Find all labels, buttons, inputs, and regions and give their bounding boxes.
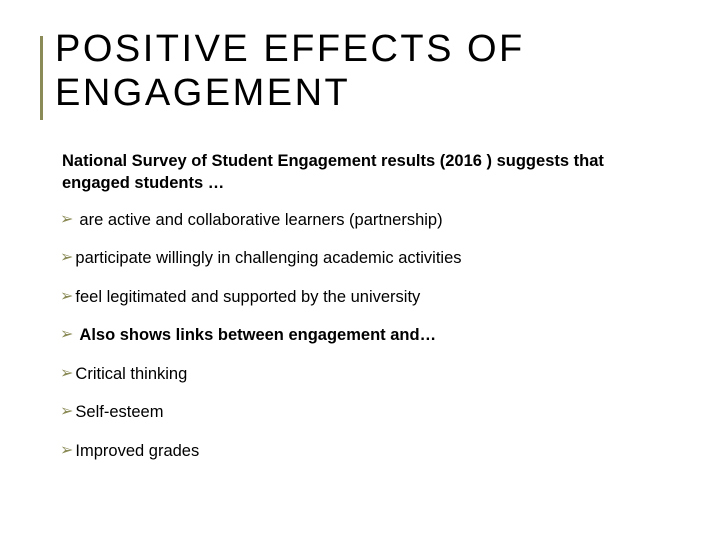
chevron-bullet-icon: ➢: [60, 325, 73, 346]
bullet-text: participate willingly in challenging aca…: [75, 248, 660, 269]
bullet-item: ➢ Also shows links between engagement and…: [60, 325, 660, 346]
bullet-text: Improved grades: [75, 441, 660, 462]
bullet-text: Self-esteem: [75, 402, 660, 423]
chevron-bullet-icon: ➢: [60, 402, 73, 423]
chevron-bullet-icon: ➢: [60, 441, 73, 462]
chevron-bullet-icon: ➢: [60, 248, 73, 269]
bullet-item: ➢Critical thinking: [60, 364, 660, 385]
title-accent-bar: [40, 36, 43, 120]
chevron-bullet-icon: ➢: [60, 210, 73, 231]
bullet-item: ➢Self-esteem: [60, 402, 660, 423]
bullet-item: ➢Improved grades: [60, 441, 660, 462]
title-line-2: ENGAGEMENT: [55, 72, 350, 114]
slide-title: POSITIVE EFFECTS OF ENGAGEMENT: [55, 28, 525, 115]
bullet-list: ➢ are active and collaborative learners (…: [60, 210, 660, 479]
slide-subtitle: National Survey of Student Engagement re…: [62, 150, 652, 195]
title-line-1: POSITIVE EFFECTS OF: [55, 28, 525, 70]
bullet-item: ➢feel legitimated and supported by the u…: [60, 287, 660, 308]
bullet-text: Critical thinking: [75, 364, 660, 385]
chevron-bullet-icon: ➢: [60, 287, 73, 308]
bullet-text: Also shows links between engagement and…: [79, 325, 660, 346]
chevron-bullet-icon: ➢: [60, 364, 73, 385]
slide: POSITIVE EFFECTS OF ENGAGEMENT National …: [0, 0, 720, 540]
bullet-text: feel legitimated and supported by the un…: [75, 287, 660, 308]
bullet-item: ➢participate willingly in challenging ac…: [60, 248, 660, 269]
bullet-text: are active and collaborative learners (p…: [79, 210, 660, 231]
bullet-item: ➢ are active and collaborative learners (…: [60, 210, 660, 231]
